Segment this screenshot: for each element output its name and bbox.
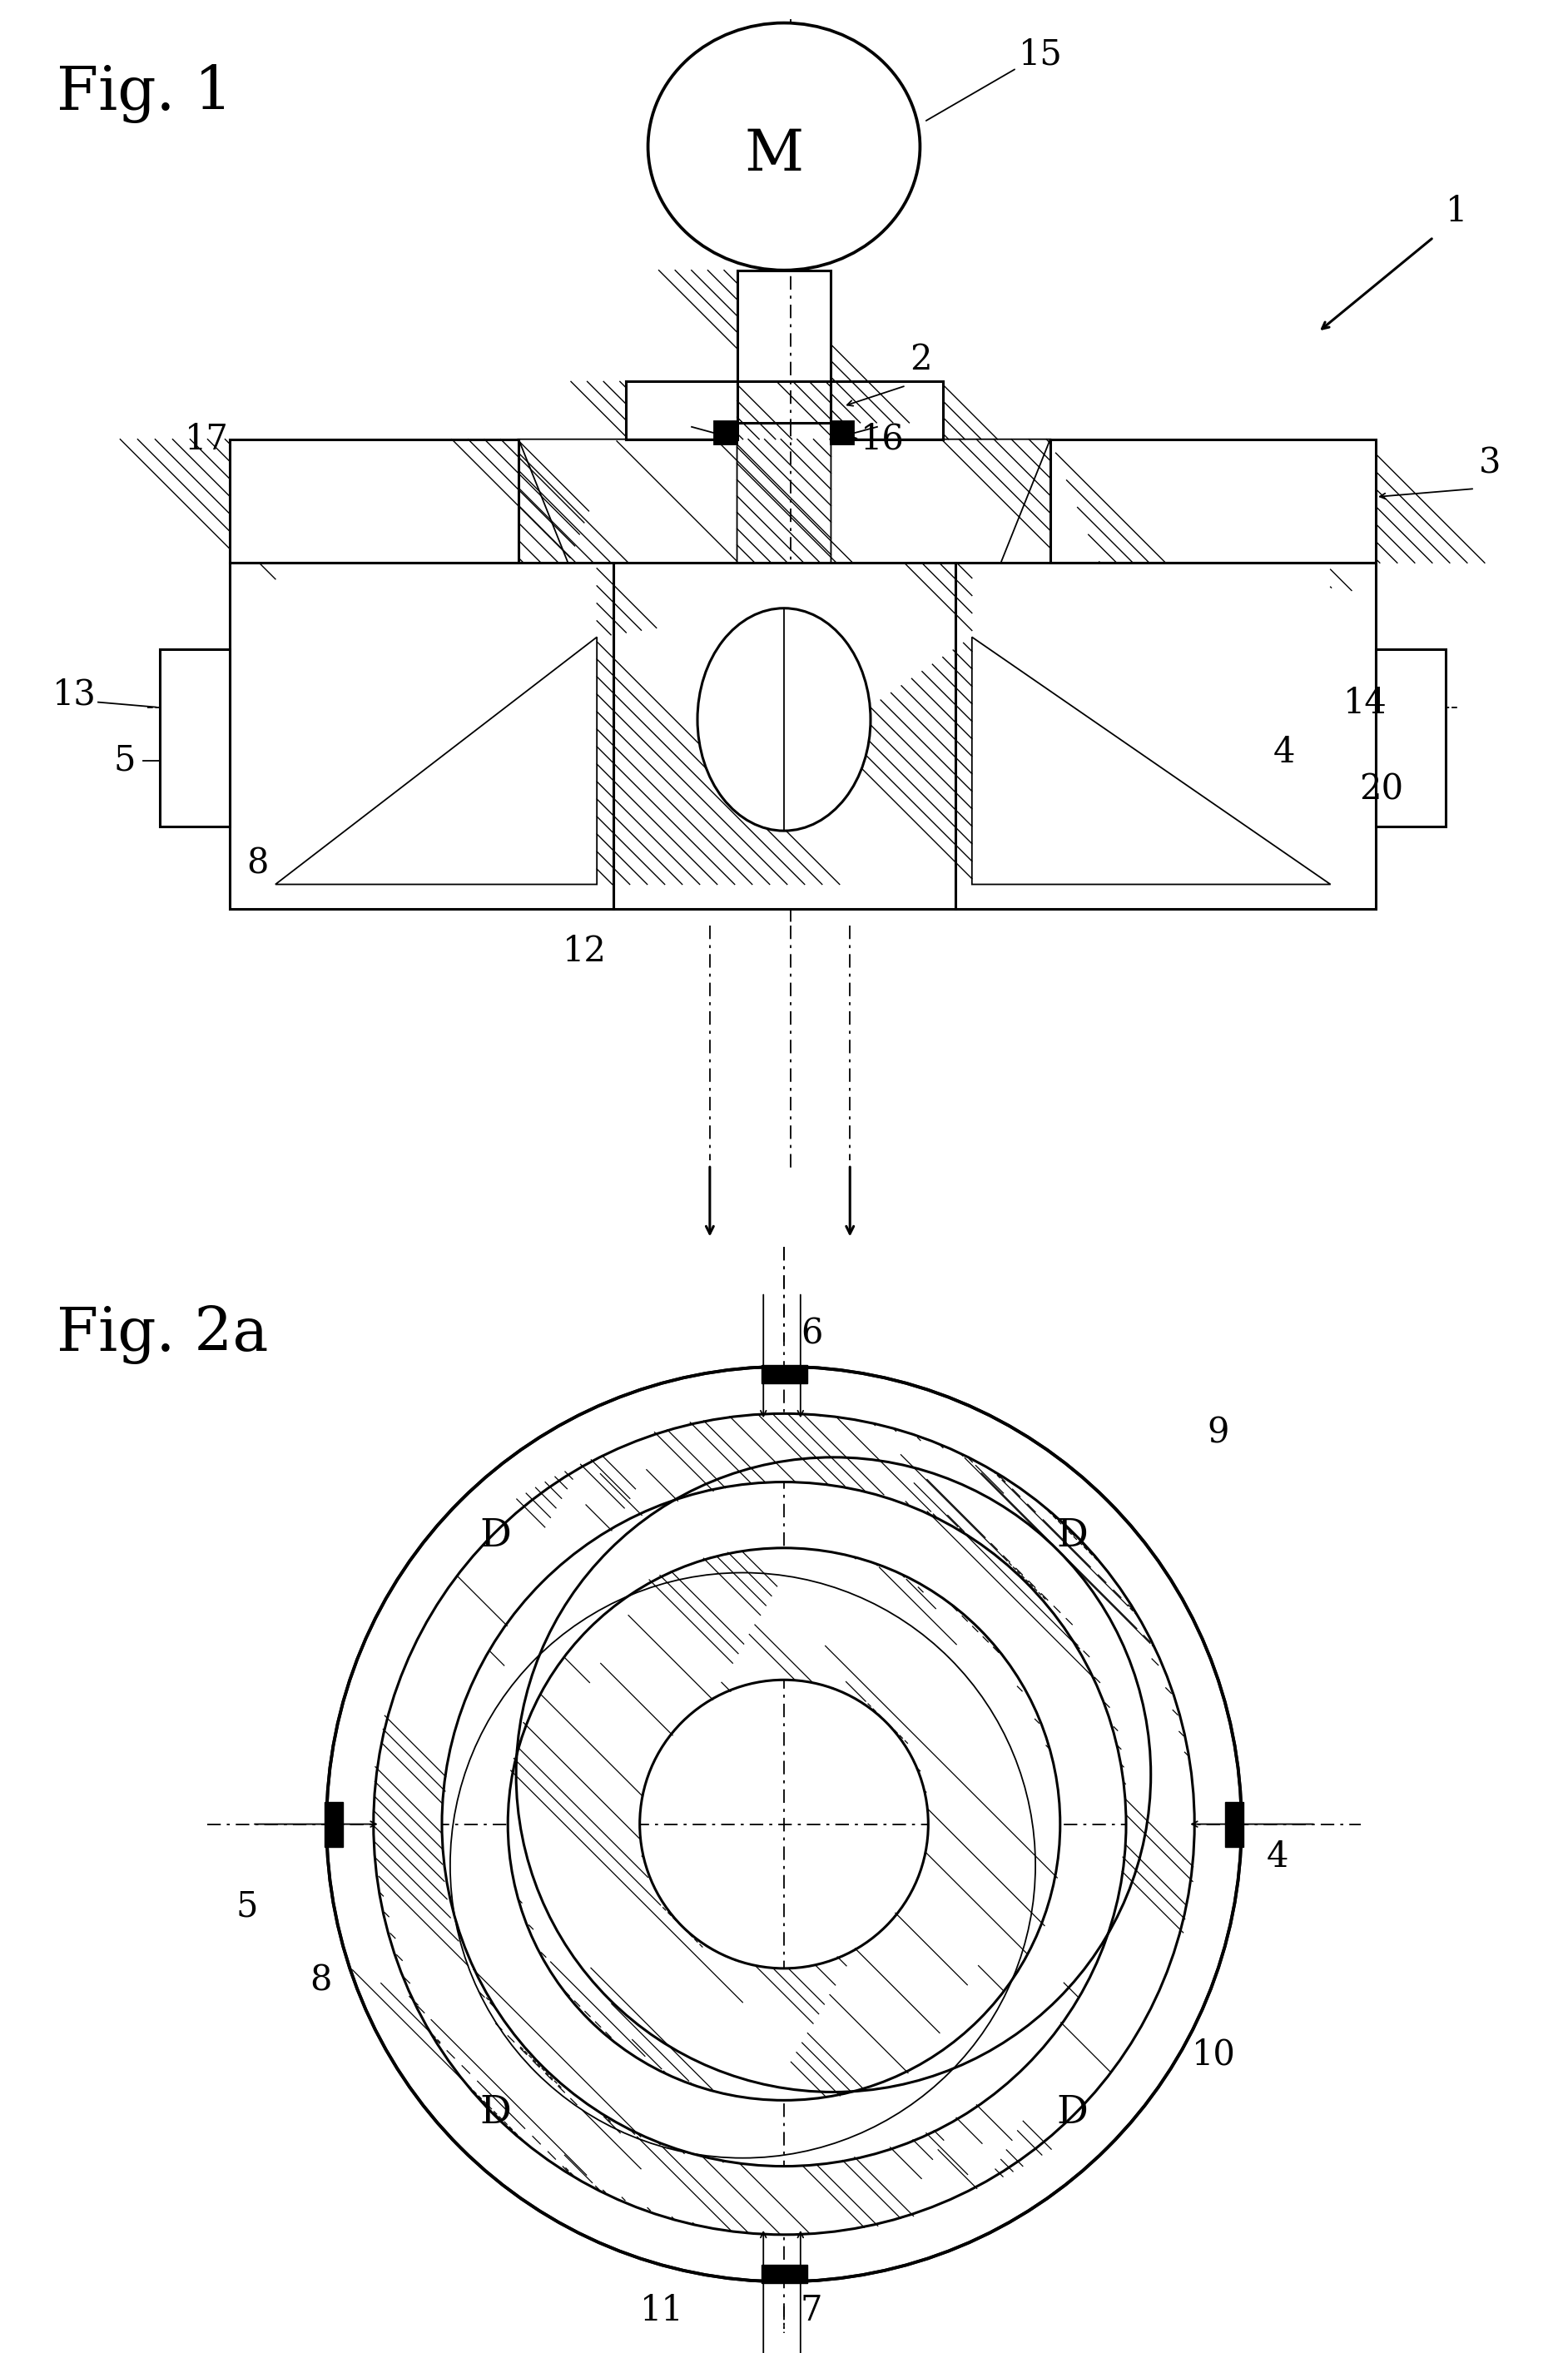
Polygon shape [646, 1548, 922, 1699]
Text: D: D [480, 2094, 511, 2132]
Polygon shape [856, 1586, 1060, 2064]
Text: Fig. 2a: Fig. 2a [56, 1306, 268, 1365]
Text: 12: 12 [563, 934, 607, 969]
Text: M: M [745, 127, 804, 184]
Circle shape [326, 1367, 1242, 2282]
Bar [325, 1802, 343, 1847]
Polygon shape [412, 1452, 640, 1680]
Text: D: D [1057, 2094, 1088, 2132]
Text: 9: 9 [1207, 1414, 1229, 1449]
Text: D: D [480, 1518, 511, 1555]
Bar [955, 562, 1375, 908]
Bar [713, 421, 737, 445]
Text: 16: 16 [861, 421, 905, 456]
Ellipse shape [648, 24, 920, 271]
Text: 4: 4 [1273, 734, 1295, 769]
Text: 15: 15 [927, 38, 1063, 120]
Polygon shape [928, 1969, 1156, 2195]
Bar [1375, 649, 1446, 826]
Bar [160, 649, 230, 826]
Polygon shape [373, 1468, 613, 2179]
Bar [230, 562, 613, 908]
Polygon shape [508, 1586, 712, 2064]
Text: Fig. 1: Fig. 1 [56, 64, 232, 122]
Text: D: D [1057, 1518, 1088, 1555]
Bar [613, 562, 955, 908]
Text: 3: 3 [1479, 445, 1501, 480]
Bar [1225, 1802, 1243, 1847]
Text: 5: 5 [113, 744, 135, 779]
Bar [762, 2266, 808, 2282]
Text: 14: 14 [1342, 685, 1386, 720]
Text: 5: 5 [235, 1889, 257, 1925]
Text: 6: 6 [801, 1315, 823, 1351]
Text: 4: 4 [1267, 1840, 1289, 1875]
Polygon shape [412, 1969, 640, 2195]
Polygon shape [579, 1414, 989, 1527]
Text: 1: 1 [1446, 193, 1468, 228]
Polygon shape [646, 1948, 922, 2101]
Text: 13: 13 [53, 678, 97, 713]
Polygon shape [579, 2120, 989, 2235]
Text: 7: 7 [801, 2294, 823, 2327]
Text: 2: 2 [909, 344, 933, 376]
Polygon shape [928, 1452, 1156, 1680]
Text: 17: 17 [185, 421, 229, 456]
Bar [762, 1365, 808, 1384]
Text: 8: 8 [246, 847, 268, 882]
Text: 20: 20 [1359, 772, 1403, 807]
Ellipse shape [698, 607, 870, 831]
Polygon shape [955, 1468, 1195, 2179]
Text: 11: 11 [640, 2294, 684, 2327]
Bar [831, 421, 855, 445]
Text: 10: 10 [1192, 2038, 1236, 2073]
Text: 8: 8 [310, 1962, 332, 1998]
